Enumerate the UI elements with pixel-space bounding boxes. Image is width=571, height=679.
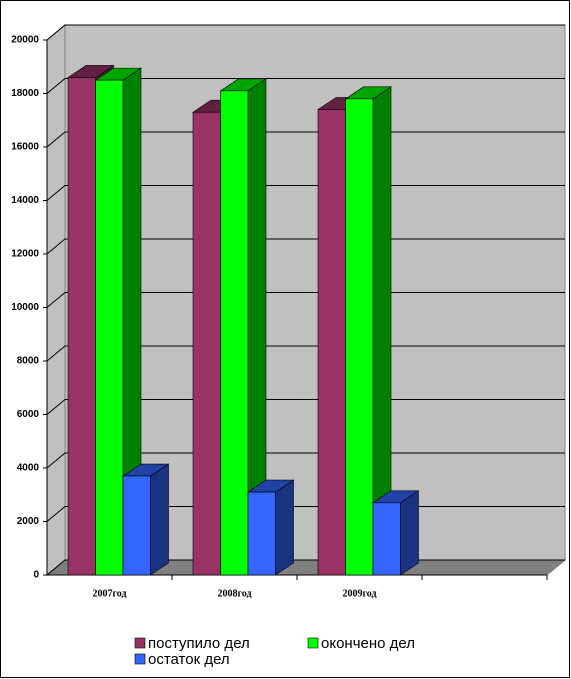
bar [95,79,124,576]
y-tick-label: 8000 [17,356,40,367]
grid-line [46,24,565,41]
legend-label: окончено дел [321,635,415,652]
grid-line [46,399,565,415]
bar-side [275,479,294,576]
grid-line [46,131,565,148]
y-tick-label: 4000 [17,463,40,474]
y-tick-label: 0 [33,570,39,581]
bar-side [400,490,419,576]
x-tick-label: 2008год [217,588,251,599]
y-tick-label: 6000 [17,409,40,420]
x-tick-label: 2009год [342,588,376,599]
y-tick-label: 20000 [11,35,39,46]
grid-line [46,238,565,255]
legend-swatch [134,637,146,649]
bar [122,475,151,576]
grid-line [46,185,565,201]
legend-label: поступило дел [148,635,250,652]
grid-line [46,452,565,469]
bar [317,109,346,576]
x-tick-label: 2007год [92,588,126,599]
grid-line [46,345,565,362]
y-tick-label: 16000 [11,142,39,153]
bar [192,111,221,576]
legend-swatch [134,653,146,665]
y-tick-label: 12000 [11,249,39,260]
grid-line [46,78,565,94]
y-tick-label: 10000 [11,302,39,313]
y-tick-label: 18000 [11,88,39,99]
bar [67,77,96,576]
y-tick-label: 14000 [11,195,39,206]
bar-side [150,463,169,576]
bar [220,90,249,576]
grid-line [46,292,565,308]
bar [345,98,374,576]
bar [247,491,276,576]
legend-swatch [307,637,319,649]
bar [372,502,401,576]
y-tick-label: 2000 [17,516,40,527]
legend-label: остаток дел [148,651,230,668]
